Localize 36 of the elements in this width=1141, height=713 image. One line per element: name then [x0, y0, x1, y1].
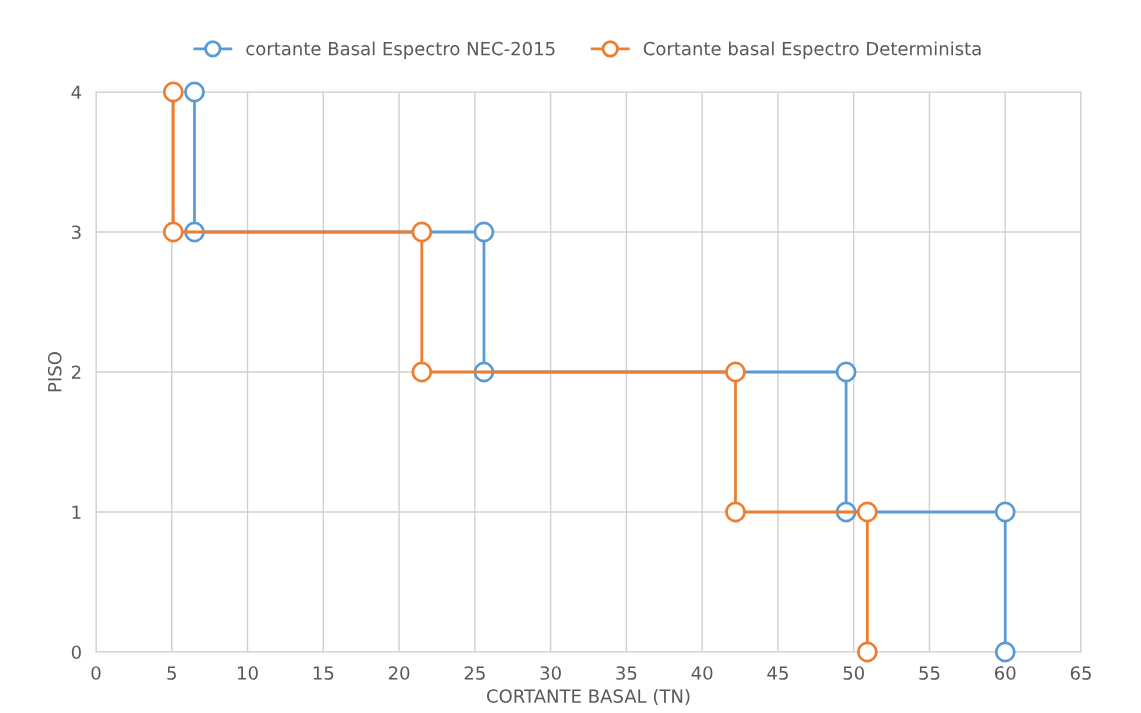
x-tick-label: 10 — [238, 666, 258, 680]
x-tick-label: 25 — [464, 666, 485, 680]
x-axis-title: CORTANTE BASAL (TN) — [487, 688, 690, 706]
x-tick-label: 20 — [388, 666, 410, 680]
point — [994, 501, 1016, 523]
x-tick-label: 40 — [691, 666, 713, 680]
point — [994, 641, 1016, 663]
x-tick-label: 35 — [616, 666, 637, 680]
x-tick-label: 30 — [540, 666, 561, 680]
point — [856, 501, 878, 523]
point — [411, 361, 433, 383]
point — [856, 641, 878, 663]
x-tick-label: 60 — [995, 666, 1016, 680]
x-tick-label: 0 — [91, 666, 101, 680]
x-tick-label: 50 — [843, 666, 864, 680]
point — [725, 361, 746, 383]
y-tick-label: 3 — [72, 225, 81, 240]
point — [725, 501, 746, 523]
y-tick-label: 1 — [72, 505, 81, 519]
y-axis-title: PISO — [47, 352, 62, 392]
point — [184, 81, 205, 103]
legend-label: Cortante basal Espectro Determinista — [643, 41, 981, 59]
legend-label: cortante Basal Espectro NEC-2015 — [246, 41, 555, 59]
point — [835, 361, 857, 383]
y-tick-label: 2 — [71, 365, 81, 379]
x-tick-label: 65 — [1070, 666, 1091, 680]
point — [411, 221, 433, 243]
y-tick-label: 0 — [71, 645, 81, 660]
x-tick-label: 55 — [919, 666, 940, 680]
x-tick-label: 45 — [767, 666, 788, 680]
x-tick-label: 5 — [167, 666, 176, 680]
point — [162, 81, 184, 103]
y-tick-label: 4 — [71, 85, 82, 99]
point — [162, 221, 184, 243]
x-tick-label: 15 — [313, 666, 334, 680]
point — [473, 221, 495, 243]
